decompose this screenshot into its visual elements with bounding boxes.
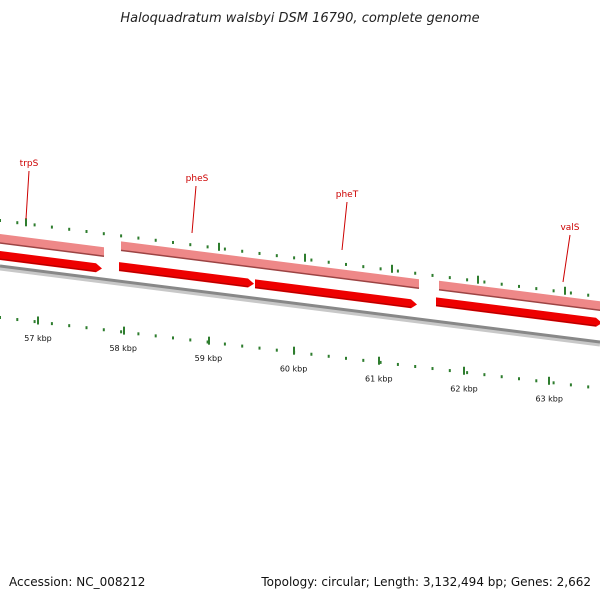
feature-reverse-1	[0, 234, 105, 257]
gene-label-pheT[interactable]: pheT	[336, 190, 359, 200]
gene-leader-pheT	[341, 201, 348, 251]
kbp-label: 61 kbp	[365, 374, 393, 383]
feature-forward-1	[0, 251, 102, 273]
kbp-label: 57 kbp	[24, 334, 52, 343]
genome-summary-text: Topology: circular; Length: 3,132,494 bp…	[260, 575, 591, 589]
feature-reverse-2	[120, 241, 420, 289]
gene-label-pheS[interactable]: pheS	[186, 174, 209, 184]
feature-forward-4	[435, 297, 600, 327]
kbp-scale-labels: 57 kbp 58 kbp 59 kbp 60 kbp 61 kbp 62 kbp 63 k…	[24, 334, 563, 404]
gene-leader-pheS	[191, 185, 197, 234]
genome-backbone	[0, 264, 600, 344]
kbp-label: 59 kbp	[195, 354, 223, 363]
kbp-label: 58 kbp	[109, 344, 137, 353]
feature-forward-2	[118, 262, 254, 288]
gene-labels: trpS pheS pheT valS	[20, 159, 580, 283]
kbp-label: 63 kbp	[535, 395, 563, 404]
feature-reverse-3	[438, 280, 600, 311]
genome-backbone-shadow	[0, 265, 600, 347]
gene-leader-valS	[562, 234, 571, 283]
kbp-label: 62 kbp	[450, 385, 478, 394]
gene-label-trpS[interactable]: trpS	[20, 159, 39, 169]
gene-label-valS[interactable]: valS	[560, 223, 579, 233]
kbp-label: 60 kbp	[280, 364, 308, 373]
gene-leader-trpS	[25, 170, 30, 220]
accession-text: Accession: NC_008212	[9, 575, 145, 589]
genome-title: Haloquadratum walsbyi DSM 16790, complet…	[120, 11, 479, 26]
tick-marks	[0, 218, 590, 389]
gene-features	[0, 234, 600, 327]
feature-forward-3	[254, 279, 417, 309]
